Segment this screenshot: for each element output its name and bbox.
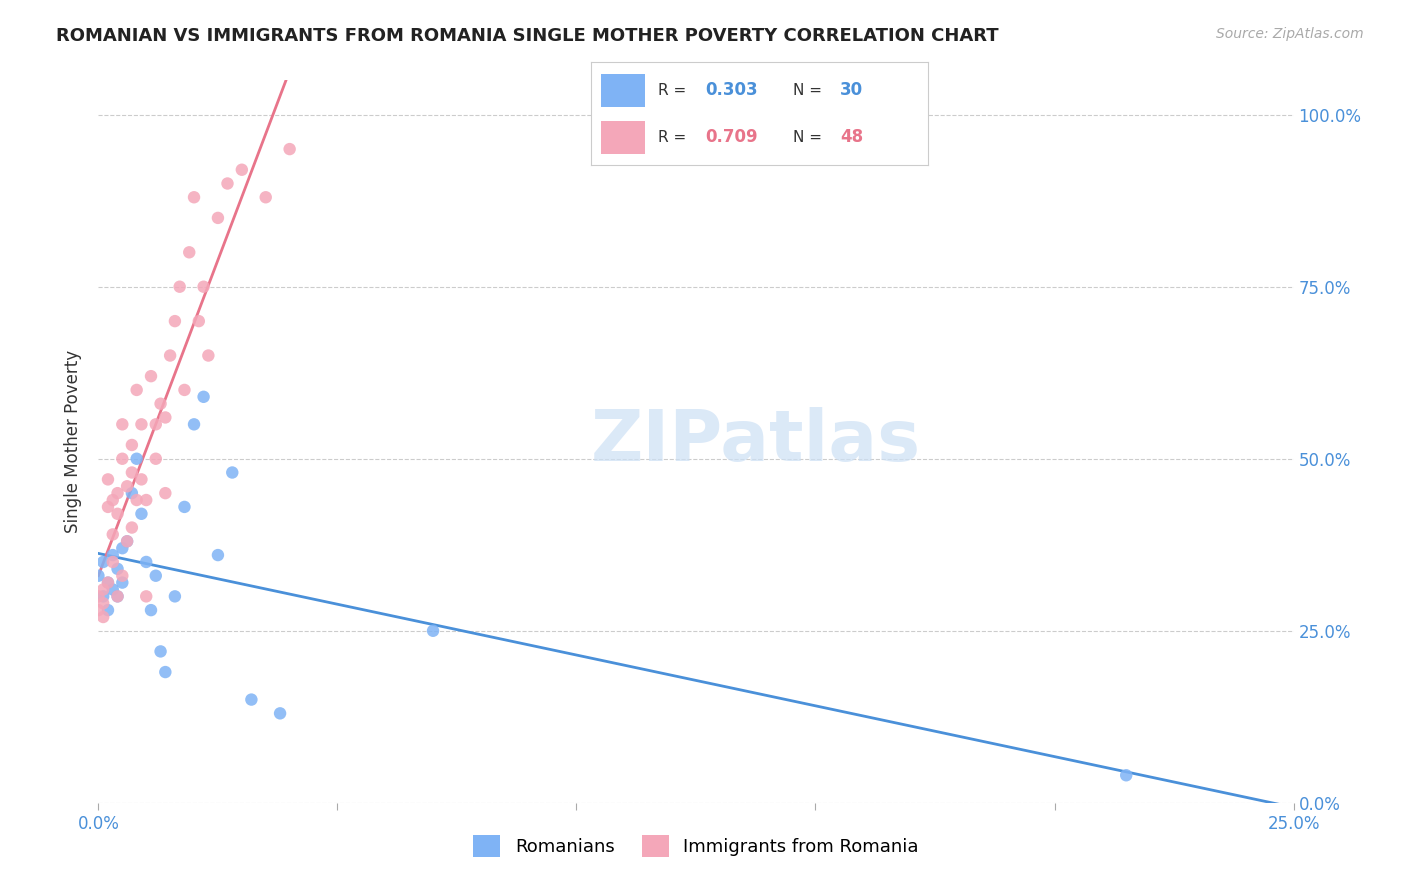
Point bbox=[135, 555, 157, 569]
Point bbox=[193, 390, 215, 404]
Point bbox=[183, 190, 205, 204]
Point bbox=[135, 493, 157, 508]
Bar bbox=[600, 121, 644, 153]
Point bbox=[173, 500, 195, 514]
Text: 30: 30 bbox=[841, 81, 863, 99]
Point bbox=[155, 410, 177, 425]
Point bbox=[111, 541, 134, 556]
Point bbox=[231, 162, 253, 177]
Point bbox=[149, 397, 172, 411]
Point bbox=[107, 590, 129, 604]
Point bbox=[193, 279, 215, 293]
Point bbox=[145, 417, 167, 432]
Point bbox=[121, 466, 143, 480]
Point bbox=[97, 500, 120, 514]
Point bbox=[1115, 768, 1137, 782]
Point bbox=[107, 562, 129, 576]
Point bbox=[91, 610, 114, 624]
Point bbox=[207, 211, 229, 225]
Point bbox=[101, 582, 124, 597]
Point bbox=[155, 665, 177, 679]
Point bbox=[217, 177, 239, 191]
Point bbox=[101, 555, 124, 569]
Point bbox=[187, 314, 209, 328]
Point bbox=[121, 438, 143, 452]
Point bbox=[163, 590, 186, 604]
Point bbox=[107, 486, 129, 500]
Point bbox=[101, 527, 124, 541]
Text: R =: R = bbox=[658, 130, 692, 145]
Point bbox=[91, 582, 114, 597]
Text: ZIPatlas: ZIPatlas bbox=[591, 407, 921, 476]
Point bbox=[131, 472, 153, 486]
Point bbox=[111, 575, 134, 590]
Point bbox=[139, 603, 162, 617]
Point bbox=[97, 575, 120, 590]
Point bbox=[125, 451, 148, 466]
Point bbox=[155, 486, 177, 500]
Point bbox=[111, 568, 134, 582]
Y-axis label: Single Mother Poverty: Single Mother Poverty bbox=[65, 350, 83, 533]
Point bbox=[149, 644, 172, 658]
Point bbox=[131, 507, 153, 521]
Point bbox=[183, 417, 205, 432]
Point bbox=[125, 493, 148, 508]
Point bbox=[111, 451, 134, 466]
Point bbox=[207, 548, 229, 562]
Point bbox=[101, 493, 124, 508]
Point bbox=[115, 479, 138, 493]
Text: 0.709: 0.709 bbox=[706, 128, 758, 146]
Point bbox=[173, 383, 195, 397]
Text: R =: R = bbox=[658, 83, 692, 97]
Point bbox=[240, 692, 263, 706]
Point bbox=[269, 706, 291, 721]
Point bbox=[107, 590, 129, 604]
Point bbox=[145, 568, 167, 582]
Point bbox=[254, 190, 277, 204]
Point bbox=[115, 534, 138, 549]
Point bbox=[107, 507, 129, 521]
Point bbox=[278, 142, 301, 156]
Point bbox=[221, 466, 243, 480]
Point bbox=[87, 603, 110, 617]
Point bbox=[163, 314, 186, 328]
Text: 48: 48 bbox=[841, 128, 863, 146]
Text: Source: ZipAtlas.com: Source: ZipAtlas.com bbox=[1216, 27, 1364, 41]
Point bbox=[87, 590, 110, 604]
Bar bbox=[600, 74, 644, 106]
Legend: Romanians, Immigrants from Romania: Romanians, Immigrants from Romania bbox=[464, 826, 928, 866]
Point bbox=[97, 603, 120, 617]
Point bbox=[121, 520, 143, 534]
Text: ROMANIAN VS IMMIGRANTS FROM ROMANIA SINGLE MOTHER POVERTY CORRELATION CHART: ROMANIAN VS IMMIGRANTS FROM ROMANIA SING… bbox=[56, 27, 998, 45]
Point bbox=[159, 349, 181, 363]
Point bbox=[135, 590, 157, 604]
Text: 0.303: 0.303 bbox=[706, 81, 758, 99]
Point bbox=[115, 534, 138, 549]
Point bbox=[101, 548, 124, 562]
Point bbox=[91, 590, 114, 604]
Point bbox=[91, 555, 114, 569]
Point bbox=[97, 472, 120, 486]
Point bbox=[91, 596, 114, 610]
Text: N =: N = bbox=[793, 83, 827, 97]
Point bbox=[131, 417, 153, 432]
Point bbox=[422, 624, 444, 638]
Point bbox=[169, 279, 191, 293]
Point bbox=[139, 369, 162, 384]
Point bbox=[87, 568, 110, 582]
Point bbox=[145, 451, 167, 466]
Point bbox=[125, 383, 148, 397]
Point bbox=[179, 245, 201, 260]
Point bbox=[97, 575, 120, 590]
Point bbox=[121, 486, 143, 500]
Point bbox=[111, 417, 134, 432]
Point bbox=[197, 349, 219, 363]
Text: N =: N = bbox=[793, 130, 827, 145]
